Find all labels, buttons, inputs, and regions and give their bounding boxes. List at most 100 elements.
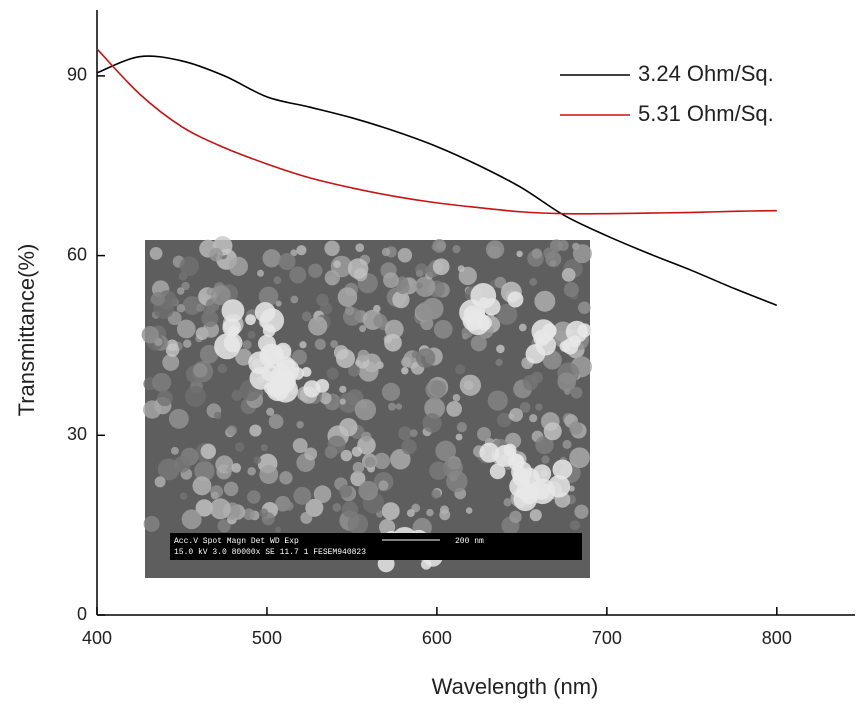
inset-grain — [564, 282, 579, 297]
inset-grain — [529, 414, 537, 422]
inset-grain — [519, 324, 527, 332]
inset-grain — [382, 383, 400, 401]
inset-grain — [193, 363, 207, 377]
inset-grain — [171, 447, 179, 455]
inset-grain — [516, 251, 522, 257]
inset-cluster — [507, 291, 523, 307]
inset-cluster — [532, 482, 550, 500]
y-tick-label: 0 — [77, 604, 87, 624]
inset-grain — [359, 325, 366, 332]
inset-grain — [224, 482, 238, 496]
inset-grain — [348, 258, 369, 279]
inset-grain — [226, 426, 236, 436]
inset-grain — [263, 249, 281, 267]
inset-grain — [293, 487, 311, 505]
inset-grain — [296, 245, 306, 255]
inset-grain — [332, 503, 341, 512]
inset-grain — [299, 341, 306, 348]
inset-grain — [373, 314, 387, 328]
inset-grain — [431, 380, 447, 396]
inset-grain — [257, 270, 264, 277]
inset-grain — [433, 258, 450, 275]
inset-grain — [488, 390, 508, 410]
inset-grain — [388, 403, 396, 411]
x-tick-label: 500 — [252, 628, 282, 648]
inset-grain — [143, 400, 161, 418]
inset-grain — [296, 421, 303, 428]
inset-grain — [416, 282, 422, 288]
inset-grain — [503, 498, 511, 506]
inset-grain — [300, 512, 312, 524]
inset-cluster — [552, 460, 572, 480]
inset-grain — [144, 516, 160, 532]
inset-grain — [453, 394, 461, 402]
inset-grain — [177, 304, 185, 312]
inset-grain — [355, 399, 376, 420]
inset-grain — [455, 364, 465, 374]
inset-grain — [201, 310, 218, 327]
inset-grain — [339, 418, 357, 436]
inset-grain — [261, 444, 268, 451]
inset-grain — [384, 334, 402, 352]
inset-grain — [231, 463, 241, 473]
inset-grain — [352, 446, 362, 456]
inset-grain — [355, 243, 364, 252]
inset-grain — [269, 414, 284, 429]
inset-grain — [289, 266, 306, 283]
inset-grain — [529, 278, 537, 286]
inset-grain — [544, 422, 562, 440]
inset-grain — [169, 409, 189, 429]
inset-grain — [416, 302, 435, 321]
inset-grain — [182, 509, 202, 529]
inset-grain — [338, 287, 358, 307]
inset-grain — [177, 320, 196, 339]
inset-grain — [530, 509, 542, 521]
inset-cluster — [466, 312, 490, 336]
legend-label: 3.24 Ohm/Sq. — [638, 61, 774, 86]
inset-grain — [235, 442, 244, 451]
inset-grain — [229, 257, 248, 276]
inset-cluster — [535, 335, 556, 356]
inset-grain — [382, 502, 400, 520]
inset-grain — [290, 296, 298, 304]
inset-grain — [192, 476, 211, 495]
inset-grain — [365, 457, 376, 468]
inset-grain — [431, 489, 440, 498]
inset-grain — [486, 240, 504, 258]
inset-grain — [407, 509, 415, 517]
inset-grain — [248, 331, 256, 339]
inset-grain — [361, 432, 371, 442]
inset-grain — [278, 253, 295, 270]
inset-grain — [456, 434, 463, 441]
inset-grain — [174, 456, 191, 473]
inset-grain — [457, 422, 467, 432]
inset-grain — [155, 476, 166, 487]
inset-grain — [180, 492, 187, 499]
inset-grain — [285, 501, 294, 510]
inset-grain — [541, 456, 549, 464]
inset-grain — [353, 462, 365, 474]
inset-grain — [210, 498, 231, 519]
inset-grain — [243, 340, 252, 349]
sem-inset: Acc.V Spot Magn Det WD Exp 200 nm 15.0 k… — [142, 236, 592, 578]
inset-grain — [302, 311, 312, 321]
inset-grain — [434, 320, 453, 339]
inset-cluster — [224, 334, 243, 353]
inset-grain — [142, 326, 159, 343]
inset-grain — [308, 316, 327, 335]
inset-grain — [330, 340, 338, 348]
inset-grain — [304, 447, 317, 460]
inset-header: Acc.V Spot Magn Det WD Exp — [174, 537, 299, 546]
inset-grain — [333, 260, 341, 268]
inset-cluster — [245, 314, 256, 325]
inset-grain — [545, 251, 561, 267]
inset-grain — [211, 491, 219, 499]
inset-cluster — [511, 461, 532, 482]
inset-grain — [279, 471, 292, 484]
inset-grain — [535, 403, 542, 410]
x-tick-label: 400 — [82, 628, 112, 648]
inset-grain — [509, 511, 521, 523]
inset-grain — [569, 422, 583, 436]
inset-grain — [274, 276, 282, 284]
inset-grain — [532, 248, 542, 258]
